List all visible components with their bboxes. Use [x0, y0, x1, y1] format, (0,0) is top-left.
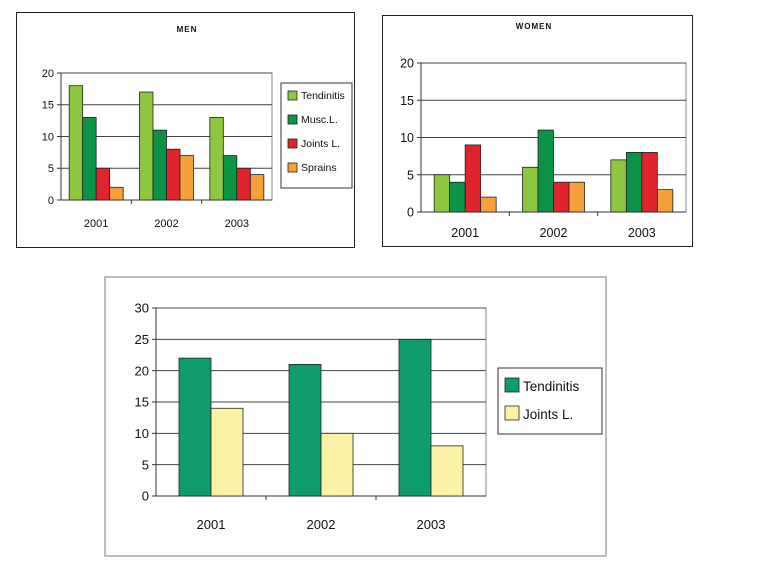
x-tick-label: 2002 — [154, 218, 178, 230]
bar — [210, 407, 244, 497]
legend-label: Joints L. — [523, 407, 573, 422]
y-tick-label: 10 — [400, 131, 414, 145]
y-tick-label: 20 — [42, 68, 54, 80]
x-tick-label: 2003 — [225, 218, 249, 230]
chart-title: MEN — [177, 25, 198, 34]
legend-swatch — [504, 377, 520, 393]
legend-label: Tendinitis — [523, 379, 580, 394]
y-tick-label: 20 — [135, 363, 149, 378]
bar — [320, 432, 354, 497]
legend-label: Sprains — [301, 162, 337, 174]
bar — [82, 117, 97, 201]
total-chart-svg: 0 5 10 15 20 25 30 2001 2002 2003 Tendinitis Joints… — [135, 301, 603, 532]
bar — [209, 117, 224, 201]
y-tick-label: 5 — [48, 163, 54, 175]
y-tick-label: 10 — [135, 426, 149, 441]
bar — [178, 357, 212, 497]
x-tick-label: 2001 — [451, 226, 479, 240]
total-chart: 0 5 10 15 20 25 30 2001 2002 2003 Tendinitis Joints… — [104, 276, 607, 557]
bar — [68, 85, 84, 201]
bar — [656, 189, 674, 213]
x-tick-label: 2003 — [417, 517, 446, 532]
legend-label: Tendinitis — [301, 90, 345, 102]
x-tick-label: 2003 — [628, 226, 656, 240]
y-tick-label: 15 — [400, 94, 414, 108]
bar — [152, 129, 167, 201]
legend-label: Joints L. — [301, 138, 340, 150]
bar — [288, 364, 322, 497]
bar — [480, 196, 497, 213]
bar — [249, 174, 265, 201]
bar — [222, 155, 238, 201]
bar — [568, 181, 585, 213]
bar — [553, 181, 570, 213]
legend-swatch — [287, 162, 298, 173]
women-chart: WOMEN 0 5 10 15 20 2001 2002 2003 — [382, 15, 693, 247]
bar — [641, 151, 658, 213]
y-tick-label: 25 — [135, 332, 149, 347]
women-chart-svg: WOMEN 0 5 10 15 20 2001 2002 2003 — [400, 22, 687, 240]
bar — [236, 167, 251, 201]
y-tick-label: 0 — [142, 489, 149, 504]
x-tick-label: 2001 — [84, 218, 108, 230]
bar — [522, 166, 539, 213]
legend-swatch — [287, 114, 298, 125]
bar — [109, 186, 124, 201]
y-tick-label: 0 — [407, 206, 414, 220]
bar — [464, 144, 482, 213]
y-tick-label: 5 — [142, 457, 149, 472]
men-chart: MEN 0 5 10 15 20 2001 2002 2003 Tendinitis Musc.L.… — [16, 12, 355, 248]
bar — [95, 167, 111, 201]
bar — [625, 151, 643, 213]
bar — [166, 148, 181, 201]
bar — [449, 181, 466, 213]
y-tick-label: 20 — [400, 57, 414, 71]
y-tick-label: 15 — [42, 100, 54, 112]
bar — [398, 338, 432, 497]
y-tick-label: 5 — [407, 168, 414, 182]
bar — [139, 91, 154, 201]
y-tick-label: 15 — [135, 395, 149, 410]
x-tick-label: 2002 — [307, 517, 336, 532]
legend-swatch — [287, 138, 298, 149]
y-tick-label: 30 — [135, 301, 149, 316]
x-tick-label: 2002 — [540, 226, 568, 240]
bar — [179, 155, 194, 201]
bar — [430, 445, 464, 497]
bar — [433, 174, 451, 213]
legend-label: Musc.L. — [301, 114, 338, 126]
bar — [610, 159, 627, 213]
legend-swatch — [287, 90, 298, 101]
chart-title: WOMEN — [516, 22, 553, 31]
y-tick-label: 0 — [48, 195, 54, 207]
x-tick-label: 2001 — [197, 517, 226, 532]
y-tick-label: 10 — [42, 131, 54, 143]
legend-swatch — [504, 405, 520, 421]
bar — [537, 129, 554, 213]
men-chart-svg: MEN 0 5 10 15 20 2001 2002 2003 Tendinitis Musc.L.… — [42, 25, 353, 230]
